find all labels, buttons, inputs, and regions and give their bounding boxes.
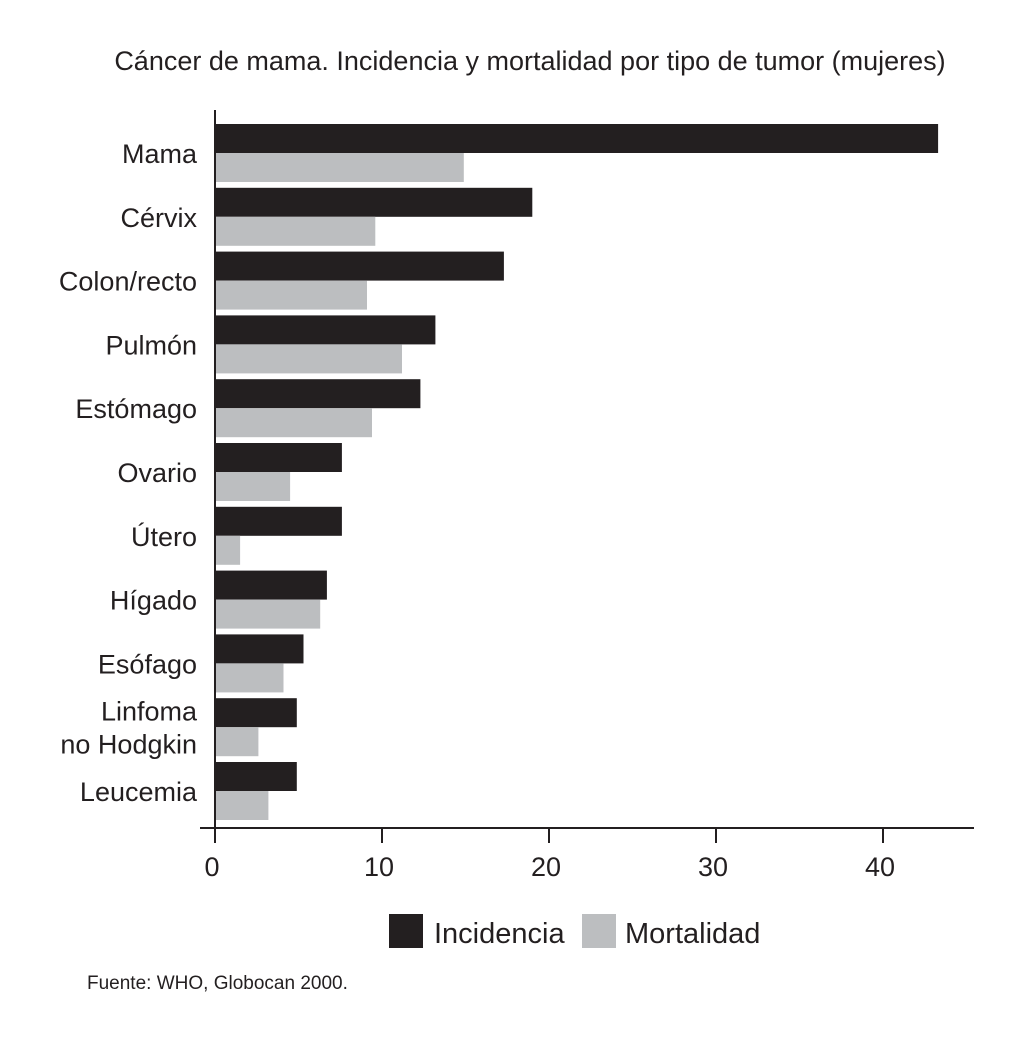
legend-label-incidencia: Incidencia	[434, 918, 565, 950]
category-label-utero: Útero	[131, 521, 197, 552]
legend-swatch-mortalidad	[582, 914, 616, 948]
bar-mortalidad-higado	[215, 599, 321, 629]
category-label-cervix: Cérvix	[120, 203, 197, 233]
category-label-line: Mama	[122, 139, 198, 169]
bar-incidencia-leucemia	[215, 762, 297, 791]
bar-incidencia-esofago	[215, 634, 304, 664]
category-label-pulmon: Pulmón	[105, 330, 197, 360]
category-label-line: Hígado	[110, 586, 197, 616]
bar-mortalidad-estomago	[215, 408, 372, 438]
category-label-leucemia: Leucemia	[80, 777, 198, 807]
bar-mortalidad-ovario	[215, 472, 291, 501]
bar-incidencia-higado	[215, 570, 327, 600]
x-ticks: 0 10 20 30 40	[204, 828, 895, 882]
bar-incidencia-mama	[215, 124, 939, 153]
category-label-line: Colon/recto	[59, 267, 197, 297]
bar-incidencia-utero	[215, 506, 342, 536]
bar-incidencia-pulmon	[215, 315, 436, 345]
x-tick-label-20: 20	[531, 852, 561, 882]
source-note: Fuente: WHO, Globocan 2000.	[87, 973, 348, 994]
category-label-line: Leucemia	[80, 777, 198, 807]
category-label-line: Ovario	[117, 458, 197, 488]
category-label-ovario: Ovario	[117, 458, 197, 488]
category-label-line: no Hodgkin	[60, 730, 197, 760]
legend: Incidencia Mortalidad	[389, 914, 760, 950]
bar-mortalidad-colon-recto	[215, 280, 367, 310]
category-label-line: Estómago	[75, 394, 197, 424]
category-label-linfoma-no-hodgkin: Linfoma no Hodgkin	[60, 697, 198, 760]
bar-incidencia-cervix	[215, 187, 533, 217]
category-label-line: Esófago	[98, 649, 197, 679]
bar-mortalidad-esofago	[215, 663, 284, 693]
bar-mortalidad-mama	[215, 153, 464, 182]
axes	[200, 110, 974, 829]
category-label-line: Linfoma	[101, 697, 198, 727]
category-label-line: Cérvix	[120, 203, 197, 233]
category-label-esofago: Esófago	[98, 649, 197, 679]
bar-incidencia-linfoma-no-hodgkin	[215, 698, 297, 728]
category-label-line: Pulmón	[105, 330, 197, 360]
category-label-estomago: Estómago	[75, 394, 197, 424]
bars-group	[215, 124, 939, 820]
category-label-line: Útero	[131, 521, 197, 552]
legend-label-mortalidad: Mortalidad	[625, 918, 760, 950]
category-labels: Mama Cérvix Colon/recto Pulmón Estómago Ovari…	[59, 139, 198, 807]
bar-mortalidad-linfoma-no-hodgkin	[215, 727, 259, 757]
category-label-higado: Hígado	[110, 586, 197, 616]
bar-incidencia-colon-recto	[215, 251, 504, 281]
category-label-mama: Mama	[122, 139, 198, 169]
x-tick-label-40: 40	[865, 852, 895, 882]
bar-mortalidad-leucemia	[215, 791, 269, 820]
chart-title: Cáncer de mama. Incidencia y mortalidad …	[114, 46, 945, 76]
bar-incidencia-estomago	[215, 379, 421, 409]
bar-incidencia-ovario	[215, 443, 342, 472]
category-label-colon-recto: Colon/recto	[59, 267, 197, 297]
bar-mortalidad-pulmon	[215, 344, 402, 374]
bar-mortalidad-utero	[215, 535, 241, 565]
bar-mortalidad-cervix	[215, 216, 376, 246]
x-tick-label-30: 30	[698, 852, 728, 882]
x-tick-label-10: 10	[364, 852, 394, 882]
legend-swatch-incidencia	[389, 914, 423, 948]
x-tick-label-0: 0	[204, 852, 219, 882]
